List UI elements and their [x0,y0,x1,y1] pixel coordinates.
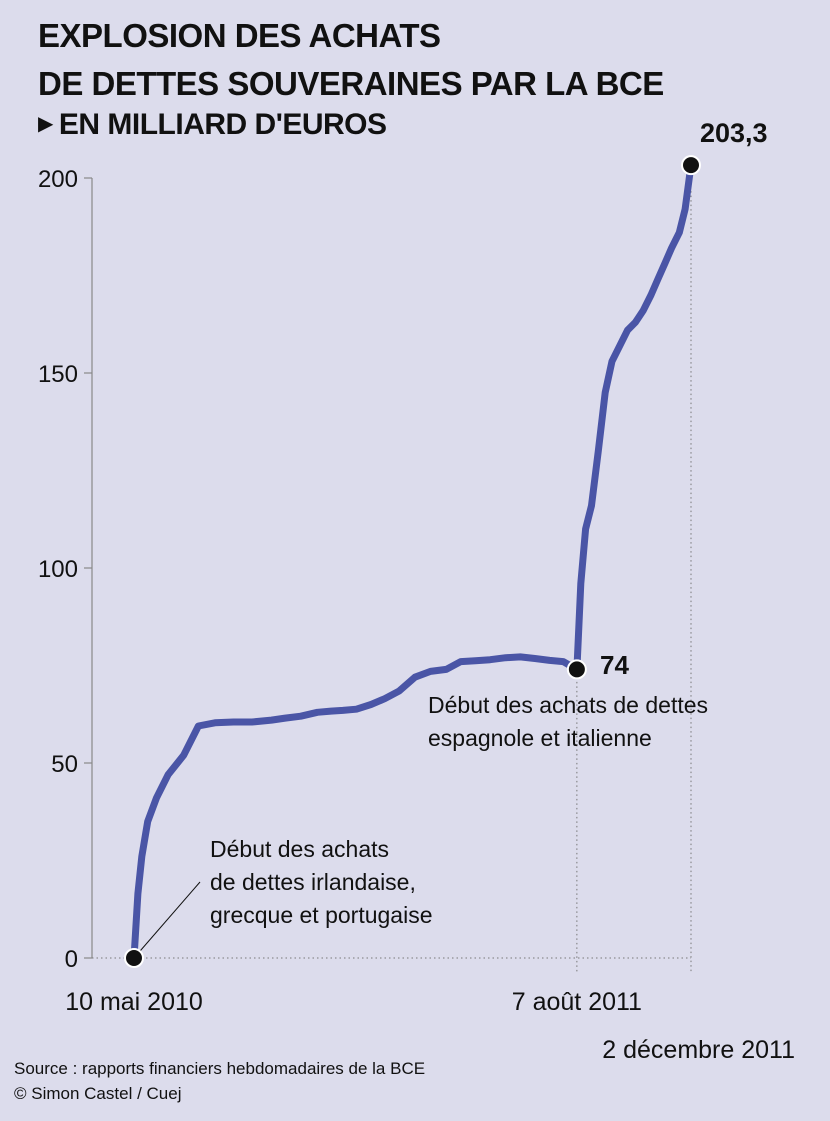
chart-title: EXPLOSION DES ACHATS DE DETTES SOUVERAIN… [38,12,664,108]
title-line-2: DE DETTES SOUVERAINES PAR LA BCE [38,65,664,102]
data-label: 203,3 [700,118,768,148]
annotation-text: Début des achats [210,836,389,862]
y-tick-label: 0 [65,946,78,973]
y-tick-label: 100 [38,556,78,583]
data-point-marker [566,659,587,680]
data-label: 74 [600,650,629,680]
title-line-1: EXPLOSION DES ACHATS [38,17,441,54]
x-tick-label: 7 août 2011 [512,988,642,1016]
y-tick-label: 50 [51,751,78,778]
annotation-text: Début des achats de dettes [428,692,708,718]
annotation-leader-line [133,881,201,959]
chart-subtitle: ▶ EN MILLIARD D'EUROS [38,108,387,142]
x-tick-label: 2 décembre 2011 [602,1036,795,1064]
annotation-text: de dettes irlandaise, [210,869,416,895]
source-text: Source : rapports financiers hebdomadair… [14,1059,426,1078]
triangle-right-icon: ▶ [38,113,53,135]
data-point-marker [124,948,144,968]
credit-text: © Simon Castel / Cuej [14,1084,182,1103]
series-line [130,161,695,962]
subtitle-text: EN MILLIARD D'EUROS [58,108,387,141]
data-point-marker [681,155,701,176]
annotation-text: grecque et portugaise [210,902,433,928]
x-tick-label: 10 mai 2010 [65,988,203,1016]
y-tick-label: 200 [38,166,78,193]
y-tick-label: 150 [38,361,78,388]
footer: Source : rapports financiers hebdomadair… [14,1056,425,1106]
annotation-text: espagnole et italienne [428,725,652,751]
